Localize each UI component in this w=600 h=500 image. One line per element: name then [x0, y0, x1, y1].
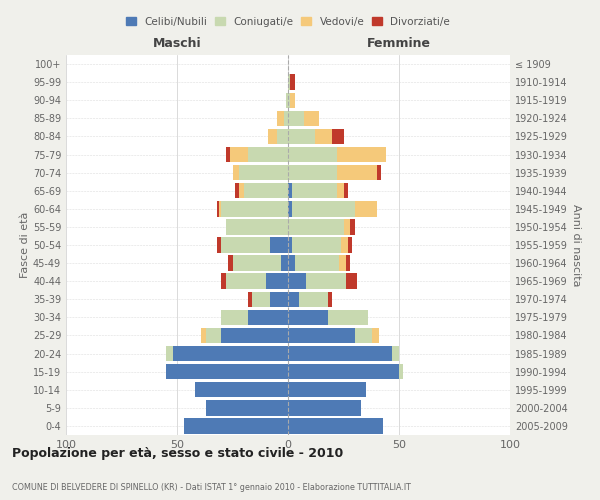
Bar	[228, 256, 233, 271]
Bar	[248, 292, 253, 307]
Bar	[348, 238, 352, 252]
Bar	[184, 418, 288, 434]
Bar	[328, 310, 368, 325]
Bar	[288, 310, 328, 325]
Bar	[343, 219, 350, 234]
Bar	[248, 310, 288, 325]
Bar	[253, 292, 270, 307]
Bar	[290, 74, 295, 90]
Bar	[346, 256, 350, 271]
Bar	[295, 256, 339, 271]
Bar	[226, 274, 266, 289]
Bar	[288, 364, 399, 380]
Bar	[239, 165, 288, 180]
Bar	[270, 292, 288, 307]
Bar	[219, 201, 221, 216]
Bar	[281, 256, 288, 271]
Bar	[233, 165, 239, 180]
Bar	[288, 400, 361, 415]
Bar	[202, 328, 206, 343]
Bar	[221, 274, 226, 289]
Text: COMUNE DI BELVEDERE DI SPINELLO (KR) - Dati ISTAT 1° gennaio 2010 - Elaborazione: COMUNE DI BELVEDERE DI SPINELLO (KR) - D…	[12, 483, 411, 492]
Text: Popolazione per età, sesso e stato civile - 2010: Popolazione per età, sesso e stato civil…	[12, 448, 343, 460]
Bar	[292, 238, 341, 252]
Bar	[166, 364, 288, 380]
Bar	[288, 74, 290, 90]
Bar	[221, 201, 288, 216]
Bar	[304, 110, 319, 126]
Bar	[355, 201, 377, 216]
Bar	[288, 238, 292, 252]
Bar	[288, 346, 392, 362]
Bar	[288, 147, 337, 162]
Bar	[377, 165, 381, 180]
Text: Maschi: Maschi	[152, 36, 202, 50]
Bar	[217, 201, 219, 216]
Bar	[221, 310, 248, 325]
Bar	[292, 183, 337, 198]
Bar	[328, 292, 332, 307]
Bar	[339, 256, 346, 271]
Y-axis label: Anni di nascita: Anni di nascita	[571, 204, 581, 286]
Bar	[206, 328, 221, 343]
Bar	[221, 238, 270, 252]
Bar	[277, 110, 284, 126]
Bar	[314, 128, 332, 144]
Bar	[288, 328, 355, 343]
Bar	[266, 274, 288, 289]
Bar	[288, 219, 343, 234]
Bar	[173, 346, 288, 362]
Bar	[288, 183, 292, 198]
Bar	[337, 183, 344, 198]
Bar	[355, 328, 373, 343]
Bar	[288, 128, 314, 144]
Bar	[286, 92, 288, 108]
Bar	[166, 346, 173, 362]
Bar	[337, 165, 377, 180]
Bar	[244, 183, 288, 198]
Bar	[299, 292, 328, 307]
Bar	[288, 418, 383, 434]
Bar	[206, 400, 288, 415]
Bar	[217, 238, 221, 252]
Bar	[399, 364, 403, 380]
Bar	[288, 256, 295, 271]
Bar	[288, 382, 366, 398]
Bar	[235, 183, 239, 198]
Bar	[292, 201, 355, 216]
Bar	[221, 328, 288, 343]
Bar	[341, 238, 348, 252]
Bar	[343, 183, 348, 198]
Bar	[288, 201, 292, 216]
Bar	[288, 110, 304, 126]
Bar	[226, 219, 288, 234]
Bar	[230, 147, 248, 162]
Bar	[226, 147, 230, 162]
Bar	[288, 165, 337, 180]
Bar	[288, 92, 290, 108]
Bar	[306, 274, 346, 289]
Bar	[248, 147, 288, 162]
Bar	[290, 92, 295, 108]
Bar	[337, 147, 386, 162]
Bar	[288, 274, 306, 289]
Bar	[288, 292, 299, 307]
Bar	[392, 346, 399, 362]
Bar	[284, 110, 288, 126]
Legend: Celibi/Nubili, Coniugati/e, Vedovi/e, Divorziati/e: Celibi/Nubili, Coniugati/e, Vedovi/e, Di…	[126, 16, 450, 26]
Bar	[195, 382, 288, 398]
Bar	[373, 328, 379, 343]
Bar	[268, 128, 277, 144]
Bar	[239, 183, 244, 198]
Bar	[277, 128, 288, 144]
Bar	[270, 238, 288, 252]
Bar	[346, 274, 357, 289]
Bar	[332, 128, 343, 144]
Bar	[350, 219, 355, 234]
Text: Femmine: Femmine	[367, 36, 431, 50]
Bar	[232, 256, 281, 271]
Y-axis label: Fasce di età: Fasce di età	[20, 212, 30, 278]
